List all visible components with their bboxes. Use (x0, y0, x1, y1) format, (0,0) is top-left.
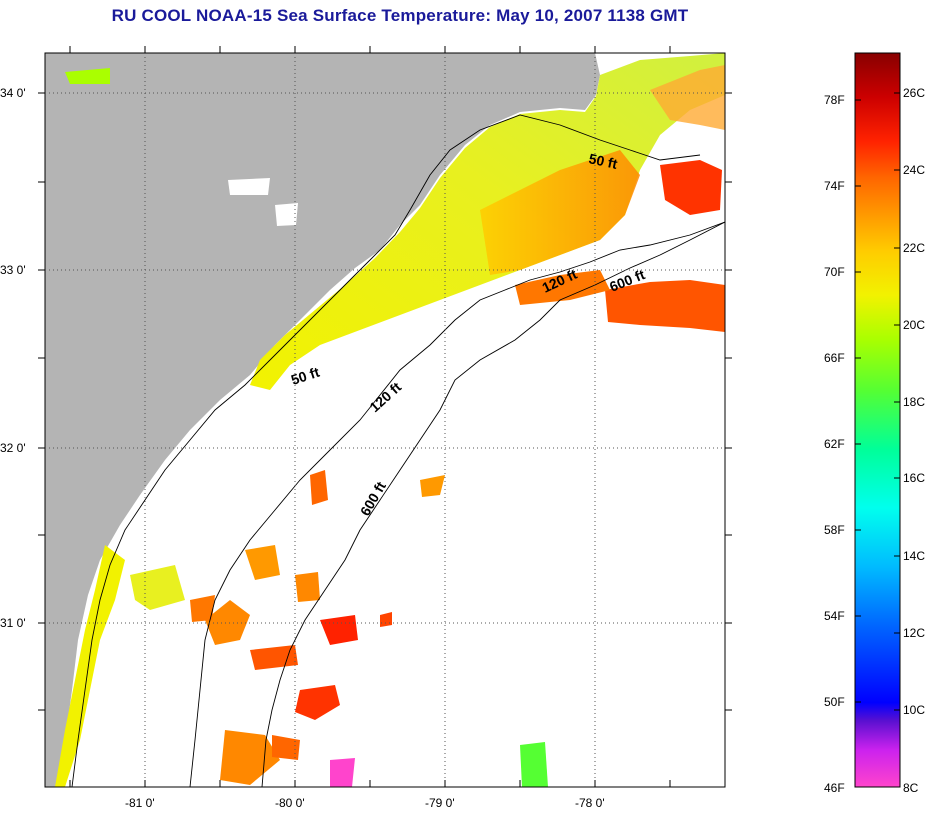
graticule (45, 53, 725, 787)
colorbar-f-50: 50F (824, 695, 845, 709)
sst-warm-offshore (480, 150, 640, 275)
colorbar-c-22: 22C (903, 241, 925, 255)
lon-label-80: -80 0' (275, 796, 305, 810)
colorbar-c-10: 10C (903, 703, 925, 717)
colorbar-f-78: 78F (824, 93, 845, 107)
lat-label-31: 31 0' (0, 616, 26, 630)
colorbar-f-54: 54F (824, 609, 845, 623)
sst-scattered-patches (190, 470, 548, 787)
lon-label-81: -81 0' (125, 796, 155, 810)
sst-south-coastal-2 (130, 565, 185, 610)
map-border (44, 52, 726, 788)
sst-red-patch-1 (660, 160, 722, 215)
sst-red-patch-2 (605, 280, 725, 332)
sst-small-patch-white-2 (275, 203, 298, 226)
lat-label-32: 32 0' (0, 441, 26, 455)
colorbar-f-66: 66F (824, 351, 845, 365)
lon-label-79: -79 0' (425, 796, 455, 810)
colorbar (854, 52, 901, 788)
colorbar-c-14: 14C (903, 549, 925, 563)
colorbar-c-24: 24C (903, 163, 925, 177)
lon-label-78: -78 0' (575, 796, 605, 810)
colorbar-c-16: 16C (903, 471, 925, 485)
sst-small-patch-north (65, 68, 110, 84)
colorbar-ticks (855, 92, 900, 711)
colorbar-f-58: 58F (824, 523, 845, 537)
isobath-50ft (71, 114, 701, 787)
colorbar-f-62: 62F (824, 437, 845, 451)
isobath-label-50ft-north: 50 ft (587, 150, 619, 172)
colorbar-c-8: 8C (903, 781, 919, 795)
colorbar-c-18: 18C (903, 395, 925, 409)
lat-label-33: 33 0' (0, 263, 26, 277)
lat-label-34: 34 0' (0, 86, 26, 100)
colorbar-f-46: 46F (824, 781, 845, 795)
sst-orange-strip (515, 270, 610, 305)
isobath-600ft (261, 221, 725, 787)
colorbar-c-26: 26C (903, 86, 925, 100)
sst-warm-northeast (650, 65, 725, 130)
isobath-120ft (189, 221, 725, 787)
map-title: RU COOL NOAA-15 Sea Surface Temperature:… (111, 6, 689, 25)
land-mass (45, 53, 600, 787)
axis-ticks (38, 46, 732, 787)
sst-south-coastal (55, 545, 125, 787)
sst-small-patch-white-1 (228, 178, 270, 195)
colorbar-f-70: 70F (824, 265, 845, 279)
colorbar-c-20: 20C (903, 318, 925, 332)
colorbar-f-74: 74F (824, 179, 845, 193)
colorbar-c-12: 12C (903, 626, 925, 640)
